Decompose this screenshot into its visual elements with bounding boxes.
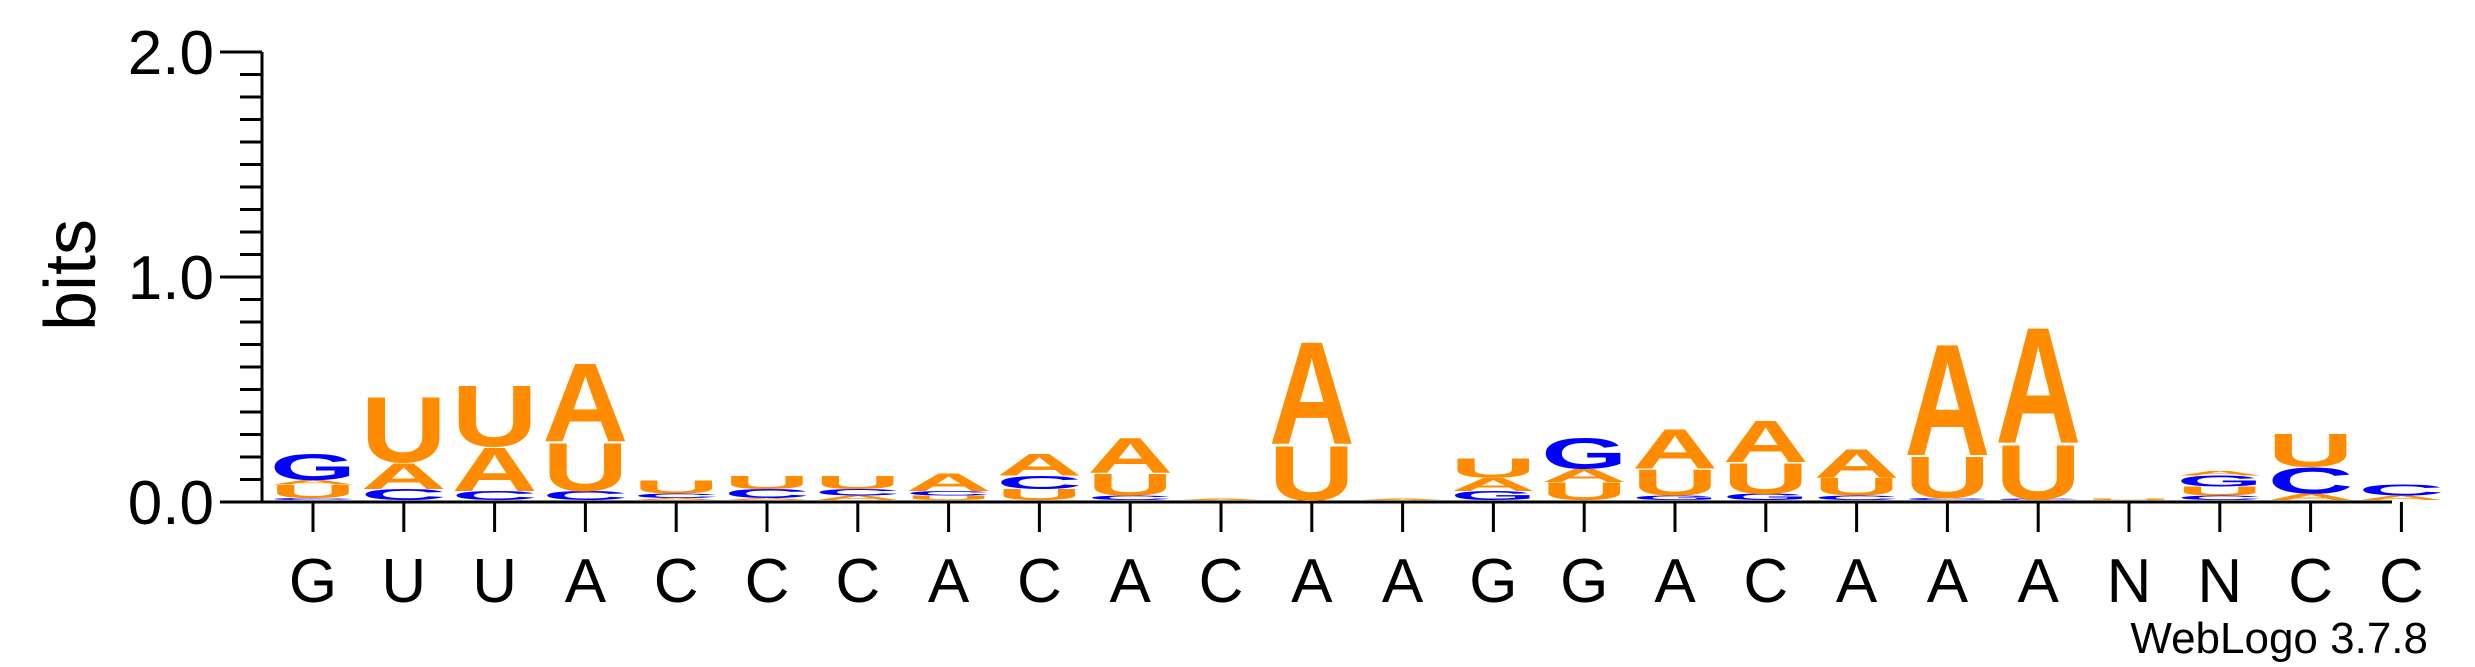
logo-letter-A: A [1087,428,1173,484]
logo-letter-A: A [1904,311,1990,489]
logo-letter-C: C [633,492,719,499]
logo-letter-A: A [1995,292,2081,478]
x-tick-label: G [289,547,337,616]
logo-letter-G: G [1632,494,1718,501]
x-tick-label: A [1654,547,1696,616]
logo-letter-A: A [1178,499,1264,501]
logo-letter-U: U [996,486,1082,503]
logo-letter-C: C [996,472,1082,493]
x-tick-label: A [928,547,970,616]
logo-letter-A: A [1450,474,1536,495]
logo-letter-A: A [633,497,719,500]
logo-letter-U: U [1723,454,1809,503]
logo-letter-U: U [1814,473,1900,501]
logo-letter-A: A [724,497,810,500]
logo-letter-A: A [361,455,447,497]
x-tick-label: A [1291,547,1333,616]
logo-letter-A: A [2358,494,2444,501]
x-tick-label: A [1382,547,1424,616]
x-tick-label: U [472,547,517,616]
logo-letter-U: U [906,494,992,501]
logo-letter-U: U [1541,478,1627,506]
logo-letter-C: C [2177,494,2263,501]
weblogo-credit: WebLogo 3.7.8 [2130,614,2428,663]
x-tick-label: C [1017,547,1062,616]
x-tick-label: C [835,547,880,616]
logo-letter-U: U [633,477,719,498]
logo-letter-A: A [1632,418,1718,481]
x-tick-label: A [1836,547,1878,616]
x-tick-label: G [1469,547,1517,616]
logo-letter-U: U [2268,424,2354,476]
logo-letter-G: G [1450,489,1536,503]
logo-letter-A: A [270,479,356,486]
y-axis-label: bits [31,219,111,331]
x-tick-label: N [2197,547,2242,616]
x-tick-label: A [1927,547,1969,616]
logo-letter-C: C [815,487,901,497]
logo-letter-A: A [542,340,628,466]
logo-letter-C: C [1904,497,1990,500]
logo-letter-G: G [2177,472,2263,489]
logo-letter-G: G [270,446,356,488]
x-tick-label: U [381,547,426,616]
x-tick-label: C [1743,547,1788,616]
x-tick-label: C [2288,547,2333,616]
logo-letter-U: U [1450,452,1536,483]
y-tick-label: 0.0 [128,469,214,538]
logo-letter-U: U [815,472,901,493]
logo-letter-U: U [2086,499,2172,501]
logo-letter-A: A [1814,441,1900,487]
x-tick-label: A [565,547,607,616]
logo-letter-C: C [361,486,447,503]
y-tick-label: 2.0 [128,19,214,88]
logo-letter-C: C [1995,499,2081,501]
logo-letter-U: U [1632,462,1718,504]
logo-letter-C: C [1814,494,1900,501]
logo-letter-C: C [724,486,810,500]
x-tick-label: C [1199,547,1244,616]
logo-letter-A: A [815,494,901,501]
logo-letter-U: U [361,377,447,482]
logo-letter-U: U [2177,484,2263,498]
x-tick-label: A [1110,547,1152,616]
x-tick-label: N [2107,547,2152,616]
y-tick-label: 1.0 [128,244,214,313]
logo-letter-U: U [1995,429,2081,516]
logo-letter-G: G [1541,429,1627,478]
logo-letter-G: G [1723,492,1809,503]
x-tick-label: C [745,547,790,616]
x-tick-label: C [2379,547,2424,616]
logo-letter-A: A [452,435,538,505]
x-tick-label: G [1560,547,1608,616]
logo-letter-A: A [2177,470,2263,477]
logo-letter-C: C [270,497,356,500]
logo-letter-A: A [1541,465,1627,486]
logo-letter-A: A [996,447,1082,482]
x-tick-label: C [654,547,699,616]
logo-letter-A: A [1360,499,1446,501]
logo-letter-C: C [542,489,628,503]
logo-letter-A: A [1723,408,1809,474]
logo-letter-C: C [2268,459,2354,501]
logo-letter-U: U [1087,468,1173,503]
logo-letter-U: U [1904,444,1990,510]
logo-letter-C: C [452,489,538,503]
logo-letter-C: C [2358,481,2444,498]
logo-letter-A: A [1269,312,1355,476]
logo-letter-U: U [724,472,810,493]
logo-letter-C: C [906,490,992,497]
logo-letter-A: A [906,469,992,497]
axes: 0.01.02.0G U U A C C C A C A C A A G G A C A A A N N C C [128,19,2424,616]
logo-letter-U: U [542,429,628,506]
logo-letter-U: U [1269,430,1355,517]
logo-letter-C: C [1087,494,1173,501]
logo-letter-U: U [270,481,356,502]
logo-letter-U: U [452,367,538,465]
logo-letter-A: A [2268,492,2354,502]
x-tick-label: A [2018,547,2060,616]
